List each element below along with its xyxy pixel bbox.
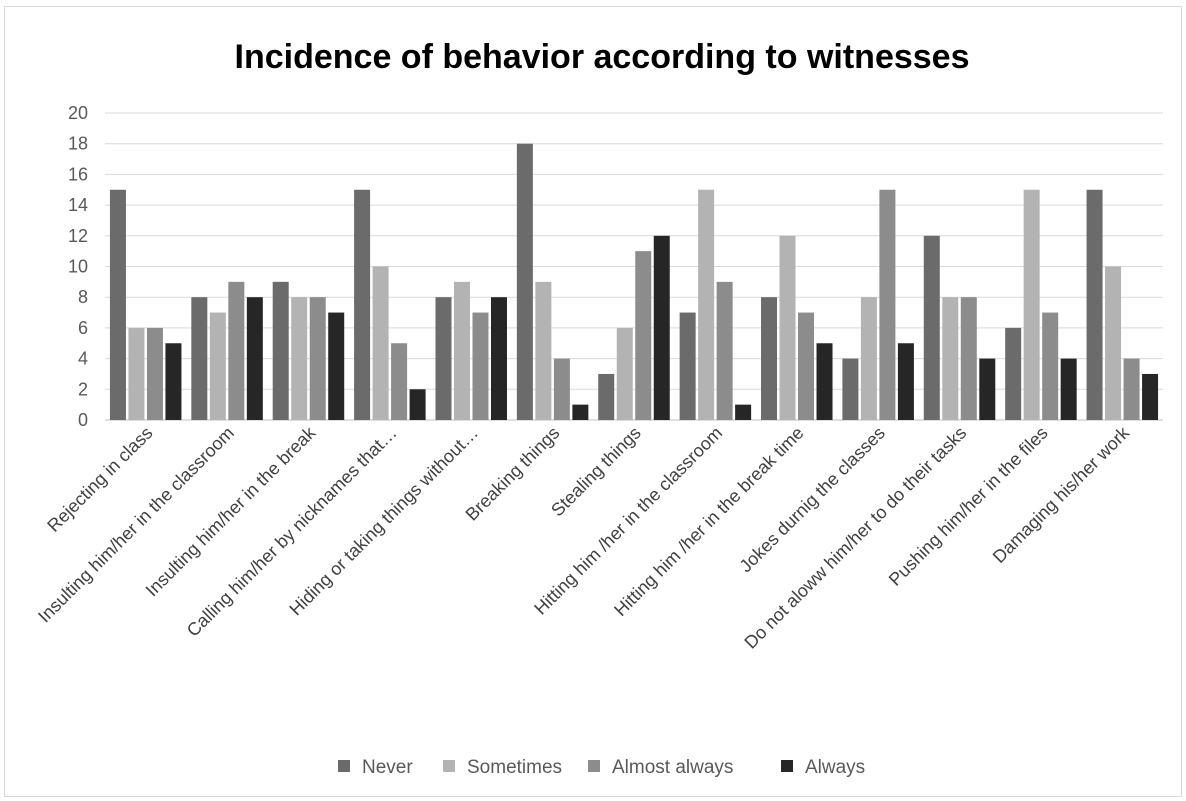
bar [490,297,507,420]
bars-layer [109,143,1159,420]
bar [1005,327,1022,420]
y-tick-label: 2 [78,379,88,399]
bar [1105,266,1122,420]
bar [553,358,570,420]
bar [816,343,833,420]
legend-swatch [588,760,600,772]
y-tick-label: 8 [78,287,88,307]
bar [535,281,552,420]
bar [653,235,670,420]
bar [435,297,452,420]
y-tick-label: 20 [68,103,88,123]
bar [598,373,615,420]
bar [1042,312,1059,420]
legend-label: Always [805,757,865,778]
x-tick-label: Jokes durnig the classes [735,423,889,577]
y-tick-label: 4 [78,349,88,369]
bar [291,297,308,420]
y-tick-label: 0 [78,410,88,430]
bar [146,327,163,420]
bar [472,312,489,420]
bar [923,235,940,420]
bar [453,281,470,420]
bar [328,312,345,420]
bar [1123,358,1140,420]
bar [860,297,877,420]
bar [1060,358,1077,420]
bar [979,358,996,420]
bar [109,189,126,420]
bar [942,297,959,420]
bar [165,343,182,420]
legend-label: Sometimes [467,757,562,778]
chart-title: Incidence of behavior according to witne… [235,38,970,76]
bar [572,404,589,420]
y-tick-label: 12 [68,226,88,246]
bar [272,281,289,420]
bar [716,281,733,420]
bar [1142,373,1159,420]
legend-label: Never [362,757,413,778]
bar [879,189,896,420]
legend: Never Sometimes Almost always Always [338,757,865,778]
bar [191,297,208,420]
legend-swatch [781,760,793,772]
bar [616,327,633,420]
bar [960,297,977,420]
bar [635,251,652,420]
bar [409,389,426,420]
bar [391,343,408,420]
bar [735,404,752,420]
bar [842,358,859,420]
bar [761,297,778,420]
legend-label: Almost always [612,757,733,778]
bar [354,189,371,420]
legend-swatch [443,760,455,772]
bar [128,327,145,420]
y-tick-label: 10 [68,257,88,277]
bar [372,266,389,420]
bar [779,235,796,420]
bar [1086,189,1103,420]
x-tick-label: Damaging his/her work [989,422,1134,567]
bar [209,312,226,420]
y-tick-label: 6 [78,318,88,338]
bar [798,312,815,420]
bar [679,312,696,420]
bar [309,297,326,420]
bar [246,297,263,420]
bar [228,281,245,420]
y-tick-label: 16 [68,164,88,184]
y-tick-label: 14 [68,195,88,215]
grid-layer [105,112,1163,421]
bar [698,189,715,420]
legend-swatch [338,760,350,772]
bar [516,143,533,420]
x-tick-label: Insulting him/her in the break [142,422,320,600]
x-tick-label: Pushing him/her in the files [885,423,1052,590]
y-tick-label: 18 [68,134,88,154]
bar [1023,189,1040,420]
bar [897,343,914,420]
